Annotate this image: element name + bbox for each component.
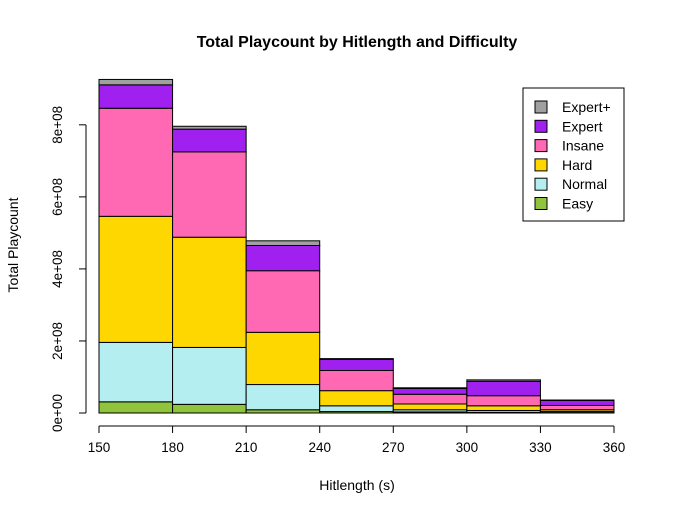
bar-segment-expert-plus-bin-210 — [245, 240, 321, 246]
y-tick-label: 4e+08 — [50, 250, 65, 288]
bar-segment-easy-bin-180 — [172, 403, 247, 414]
bar-segment-expert-plus-bin-300 — [466, 379, 541, 382]
legend-swatch — [534, 197, 548, 210]
bar-segment-expert-bin-240 — [319, 358, 394, 371]
y-tick-label: 8e+08 — [50, 106, 65, 144]
legend-label: Insane — [562, 138, 604, 154]
x-tick-label: 270 — [382, 440, 405, 455]
bar-segment-expert-bin-150 — [98, 84, 174, 109]
bar-segment-insane-bin-240 — [319, 369, 394, 392]
x-tick-label: 330 — [529, 440, 552, 455]
bar-segment-expert-bin-210 — [245, 245, 321, 272]
bar-segment-hard-bin-150 — [98, 215, 174, 343]
legend-swatch — [534, 158, 548, 172]
x-tick-label: 150 — [88, 440, 111, 455]
y-tick-label: 0e+00 — [50, 394, 65, 432]
x-tick-label: 180 — [161, 440, 184, 455]
bar-segment-expert-bin-300 — [466, 380, 541, 397]
bar-segment-expert-bin-180 — [172, 128, 247, 153]
bar-segment-easy-bin-150 — [98, 401, 174, 414]
bar-segment-insane-bin-150 — [98, 107, 174, 217]
bar-segment-normal-bin-150 — [98, 341, 174, 403]
legend-swatch — [534, 119, 548, 133]
bar-segment-insane-bin-180 — [172, 151, 247, 238]
bar-segment-hard-bin-210 — [245, 331, 321, 386]
y-tick-label: 6e+08 — [50, 178, 65, 216]
bars-layer — [98, 78, 615, 414]
x-axis: 150 180 210 240 270 300 330 360 — [88, 425, 626, 455]
legend-label: Expert — [562, 118, 603, 134]
legend-swatch — [534, 177, 548, 191]
legend-label: Normal — [562, 176, 607, 192]
bar-segment-hard-bin-270 — [392, 403, 468, 411]
bar-segment-expert-plus-bin-180 — [172, 125, 247, 130]
legend-swatch — [534, 100, 548, 114]
x-tick-label: 210 — [235, 440, 258, 455]
bar-segment-normal-bin-210 — [245, 384, 321, 411]
bar-segment-normal-bin-240 — [319, 405, 394, 413]
legend-label: Easy — [562, 196, 593, 212]
x-axis-label: Hitlength (s) — [319, 477, 394, 493]
y-axis: 0e+00 2e+08 4e+08 6e+08 8e+08 — [50, 106, 87, 432]
bar-segment-insane-bin-210 — [245, 270, 321, 333]
x-tick-label: 300 — [456, 440, 479, 455]
bar-segment-expert-plus-bin-150 — [98, 78, 174, 86]
legend-label: Expert+ — [562, 99, 611, 115]
bar-segment-insane-bin-330 — [539, 404, 615, 411]
legend: Expert+ Expert Insane Hard Normal Easy — [522, 87, 625, 222]
bar-segment-expert-bin-270 — [392, 388, 468, 395]
y-tick-label: 2e+08 — [50, 322, 65, 360]
bar-segment-expert-plus-bin-240 — [319, 358, 394, 360]
legend-swatch — [534, 139, 548, 153]
bar-segment-hard-bin-240 — [319, 390, 394, 407]
x-tick-label: 240 — [308, 440, 331, 455]
legend-label: Hard — [562, 157, 592, 173]
bar-segment-insane-bin-300 — [466, 395, 541, 407]
bar-segment-insane-bin-270 — [392, 393, 468, 405]
bar-segment-hard-bin-300 — [466, 405, 541, 411]
bar-segment-expert-plus-bin-270 — [392, 387, 468, 390]
x-tick-label: 360 — [603, 440, 626, 455]
y-axis-label: Total Playcount — [5, 197, 21, 292]
chart-title: Total Playcount by Hitlength and Difficu… — [197, 34, 518, 51]
bar-segment-normal-bin-180 — [172, 346, 247, 405]
bar-segment-expert-bin-330 — [539, 399, 615, 406]
bar-segment-hard-bin-180 — [172, 236, 247, 348]
